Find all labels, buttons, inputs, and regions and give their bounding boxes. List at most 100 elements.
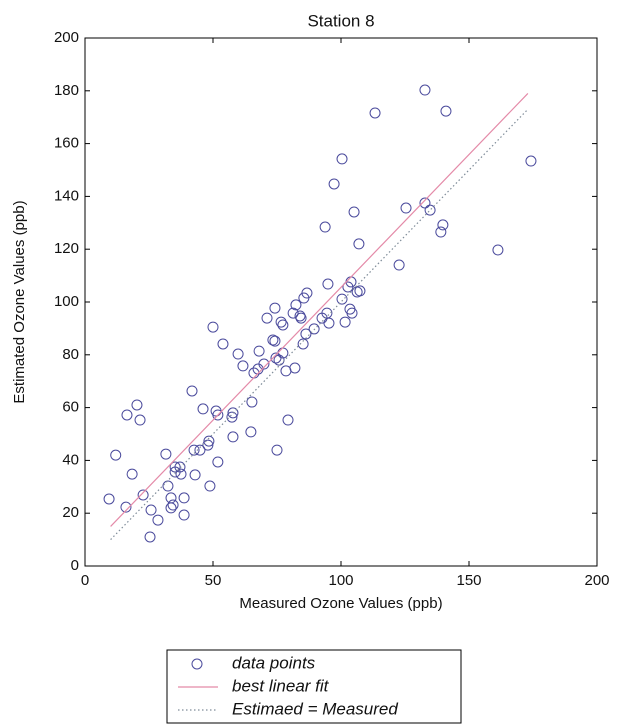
- y-tick-label: 160: [54, 135, 79, 152]
- x-tick-label: 100: [328, 572, 353, 589]
- y-tick-label: 40: [62, 451, 79, 468]
- x-tick-label: 0: [81, 572, 89, 589]
- data-point: [194, 444, 206, 456]
- data-point: [160, 448, 172, 460]
- data-point: [336, 153, 348, 165]
- data-point: [165, 492, 177, 504]
- line-series: [110, 93, 529, 527]
- y-tick-label: 20: [62, 504, 79, 521]
- y-tick-label: 0: [71, 557, 79, 574]
- data-point: [174, 461, 186, 473]
- data-point: [323, 317, 335, 329]
- data-point: [175, 468, 187, 480]
- x-tick-label: 150: [456, 572, 481, 589]
- data-point: [217, 338, 229, 350]
- data-point: [301, 287, 313, 299]
- data-point: [525, 155, 537, 167]
- data-point: [162, 480, 174, 492]
- data-point: [258, 358, 270, 370]
- data-point: [248, 367, 260, 379]
- data-point: [269, 302, 281, 314]
- data-point: [137, 489, 149, 501]
- data-point: [353, 238, 365, 250]
- data-point: [297, 338, 309, 350]
- data-point: [188, 444, 200, 456]
- data-point: [339, 316, 351, 328]
- data-point: [226, 411, 238, 423]
- data-point: [245, 426, 257, 438]
- x-axis-label: Measured Ozone Values (ppb): [239, 595, 442, 612]
- data-point: [440, 105, 452, 117]
- data-point: [203, 435, 215, 447]
- data-point: [328, 178, 340, 190]
- data-point: [145, 504, 157, 516]
- y-tick-label: 120: [54, 240, 79, 257]
- data-point: [131, 399, 143, 411]
- legend-label: data points: [232, 653, 316, 672]
- data-point: [348, 206, 360, 218]
- data-point: [261, 312, 273, 324]
- data-point: [289, 362, 301, 374]
- data-point: [273, 354, 285, 366]
- data-point: [167, 499, 179, 511]
- data-point: [267, 334, 279, 346]
- chart-title: Station 8: [307, 11, 374, 30]
- data-point: [275, 316, 287, 328]
- data-point: [227, 407, 239, 419]
- data-point: [294, 310, 306, 322]
- data-point: [197, 403, 209, 415]
- data-point: [290, 299, 302, 311]
- data-point: [282, 414, 294, 426]
- data-point: [277, 319, 289, 331]
- data-point: [169, 461, 181, 473]
- data-point: [400, 202, 412, 214]
- data-point: [336, 293, 348, 305]
- data-point: [144, 531, 156, 543]
- data-point: [246, 396, 258, 408]
- data-point: [308, 323, 320, 335]
- x-tick-label: 200: [584, 572, 609, 589]
- data-point: [344, 303, 356, 315]
- data-point: [419, 197, 431, 209]
- line-series: [110, 108, 529, 541]
- data-point: [212, 456, 224, 468]
- data-point: [186, 385, 198, 397]
- data-point: [178, 509, 190, 521]
- data-point: [134, 414, 146, 426]
- data-point: [152, 514, 164, 526]
- data-point: [204, 480, 216, 492]
- x-tick-label: 50: [205, 572, 222, 589]
- data-point: [346, 307, 358, 319]
- data-point: [319, 221, 331, 233]
- data-point: [232, 348, 244, 360]
- data-point: [369, 107, 381, 119]
- data-point: [227, 431, 239, 443]
- data-point: [212, 409, 224, 421]
- data-point: [237, 360, 249, 372]
- y-tick-label: 80: [62, 346, 79, 363]
- y-tick-label: 140: [54, 187, 79, 204]
- data-point: [295, 312, 307, 324]
- data-point: [178, 492, 190, 504]
- data-point: [120, 501, 132, 513]
- data-point: [424, 204, 436, 216]
- data-point: [121, 409, 133, 421]
- data-point: [253, 345, 265, 357]
- data-point: [435, 226, 447, 238]
- data-point: [354, 285, 366, 297]
- y-axis-label: Estimated Ozone Values (ppb): [11, 200, 28, 403]
- data-point: [419, 84, 431, 96]
- y-tick-label: 180: [54, 82, 79, 99]
- data-point: [271, 444, 283, 456]
- data-point: [165, 502, 177, 514]
- data-point: [322, 278, 334, 290]
- legend-label: Estimaed = Measured: [232, 699, 398, 718]
- data-point: [189, 469, 201, 481]
- y-tick-label: 200: [54, 29, 79, 46]
- data-point: [110, 449, 122, 461]
- legend-symbol: [191, 658, 203, 670]
- data-point: [207, 321, 219, 333]
- y-tick-label: 60: [62, 399, 79, 416]
